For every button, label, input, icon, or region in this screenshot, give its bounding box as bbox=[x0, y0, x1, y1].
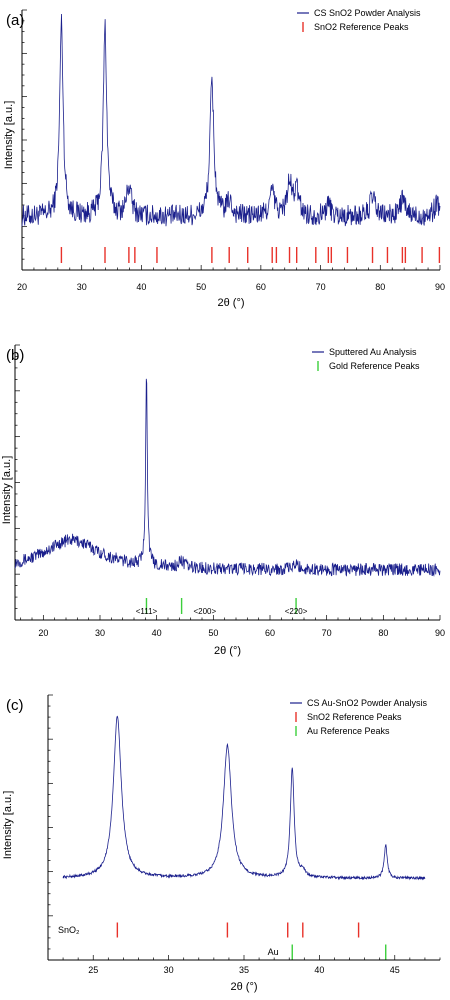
x-tick-label: 40 bbox=[314, 965, 324, 975]
x-tick-label: 70 bbox=[322, 628, 332, 638]
x-tick-label: 50 bbox=[208, 628, 218, 638]
panel-label: (a) bbox=[6, 12, 24, 29]
y-axis-title: Intensity [a.u.] bbox=[3, 101, 15, 169]
y-axis-title: Intensity [a.u.] bbox=[2, 791, 14, 859]
x-axis-title: 2θ (°) bbox=[217, 297, 244, 309]
legend-entry: CS SnO2 Powder Analysis bbox=[314, 8, 421, 18]
x-tick-label: 30 bbox=[164, 965, 174, 975]
x-tick-label: 90 bbox=[435, 628, 445, 638]
chart-panel-c: 25 30 35 40 45 2θ (°) Intensity [a.u.] (c) CS Au… bbox=[2, 694, 441, 993]
series-trace bbox=[14, 378, 441, 577]
panel-label: (c) bbox=[6, 697, 24, 714]
legend-entry: Gold Reference Peaks bbox=[329, 361, 420, 371]
x-tick-label: 20 bbox=[17, 282, 27, 292]
series-trace bbox=[21, 13, 441, 227]
x-axis-title: 2θ (°) bbox=[214, 645, 241, 657]
legend-entry: SnO2 Reference Peaks bbox=[307, 712, 402, 722]
series-trace bbox=[62, 715, 426, 881]
x-tick-label: 60 bbox=[265, 628, 275, 638]
peak-annotation: <111> bbox=[136, 607, 158, 616]
x-tick-label: 60 bbox=[256, 282, 266, 292]
peak-annotation: <220> bbox=[285, 607, 308, 616]
chart-panel-a: 20 30 40 50 60 70 80 90 2θ (°) Intensity [a.u.] (a… bbox=[3, 8, 445, 309]
x-tick-label: 30 bbox=[95, 628, 105, 638]
chart-panel-b: 20 30 40 50 60 70 80 90 2θ (°) Intensity [a.u.] (b… bbox=[1, 344, 445, 657]
x-tick-label: 80 bbox=[378, 628, 388, 638]
x-tick-label: 40 bbox=[152, 628, 162, 638]
x-axis-title: 2θ (°) bbox=[230, 981, 257, 993]
x-tick-label: 20 bbox=[38, 628, 48, 638]
legend-entry: Sputtered Au Analysis bbox=[329, 347, 417, 357]
legend-entry: CS Au-SnO2 Powder Analysis bbox=[307, 698, 428, 708]
row-label: SnO₂ bbox=[58, 925, 80, 935]
x-tick-label: 70 bbox=[316, 282, 326, 292]
row-label: Au bbox=[268, 947, 279, 957]
x-tick-label: 45 bbox=[390, 965, 400, 975]
x-tick-label: 30 bbox=[77, 282, 87, 292]
x-tick-label: 35 bbox=[239, 965, 249, 975]
x-tick-label: 50 bbox=[196, 282, 206, 292]
x-tick-label: 90 bbox=[435, 282, 445, 292]
x-tick-label: 40 bbox=[136, 282, 146, 292]
legend-entry: Au Reference Peaks bbox=[307, 726, 390, 736]
y-axis-title: Intensity [a.u.] bbox=[1, 456, 13, 524]
peak-annotation: <200> bbox=[193, 607, 216, 616]
x-tick-label: 25 bbox=[88, 965, 98, 975]
panel-label: (b) bbox=[6, 347, 24, 364]
x-tick-label: 80 bbox=[375, 282, 385, 292]
legend-entry: SnO2 Reference Peaks bbox=[314, 22, 409, 32]
